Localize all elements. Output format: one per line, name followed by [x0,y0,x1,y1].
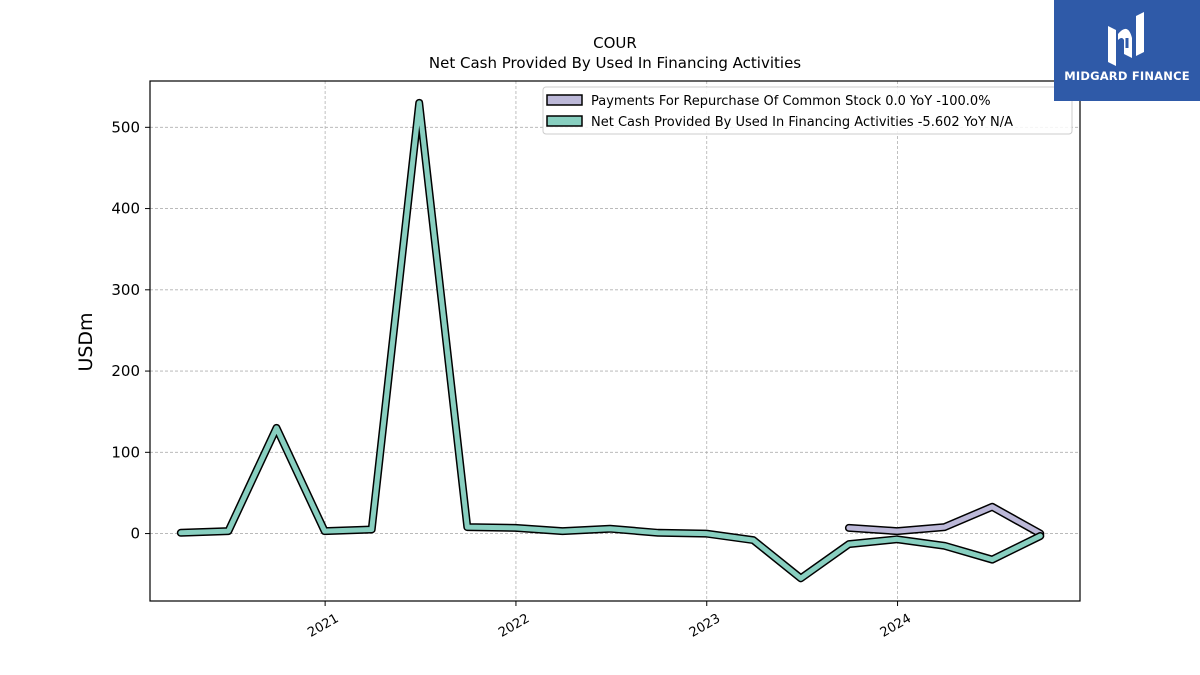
series-1-line [846,504,1043,537]
x-tick-label: 2021 [305,611,341,641]
x-tick-label: 2023 [687,611,723,641]
x-axis: 2021 2022 2023 2024 [305,601,914,641]
legend-label: Payments For Repurchase Of Common Stock … [591,94,991,109]
plot-frame [149,80,1081,602]
y-tick-label: 300 [111,281,140,299]
y-tick-label: 100 [111,443,140,461]
legend-swatch [546,94,583,106]
chart-subtitle: Net Cash Provided By Used In Financing A… [429,54,801,72]
grid [150,81,1080,601]
y-tick-label: 200 [111,362,140,380]
logo-text: MIDGARD FINANCE [1064,69,1190,83]
x-tick-label: 2024 [878,611,914,641]
y-tick-label: 400 [111,200,140,218]
series-layer [176,98,1045,583]
y-axis: 0 100 200 300 400 500 [111,118,150,543]
chart-title: COUR [593,34,637,52]
legend: Payments For Repurchase Of Common Stock … [542,86,1073,135]
series-2-outline [176,98,1045,583]
y-tick-label: 500 [111,118,140,136]
y-tick-label: 0 [130,525,140,543]
legend-label: Net Cash Provided By Used In Financing A… [591,115,1013,130]
series-2-line [178,100,1043,581]
x-tick-label: 2022 [496,611,532,641]
y-axis-label: USDm [75,312,97,371]
legend-swatch [546,115,583,127]
midgard-finance-logo: MIDGARD FINANCE [1054,0,1200,101]
logo-mark-icon [1108,12,1144,66]
legend-box [542,86,1073,135]
